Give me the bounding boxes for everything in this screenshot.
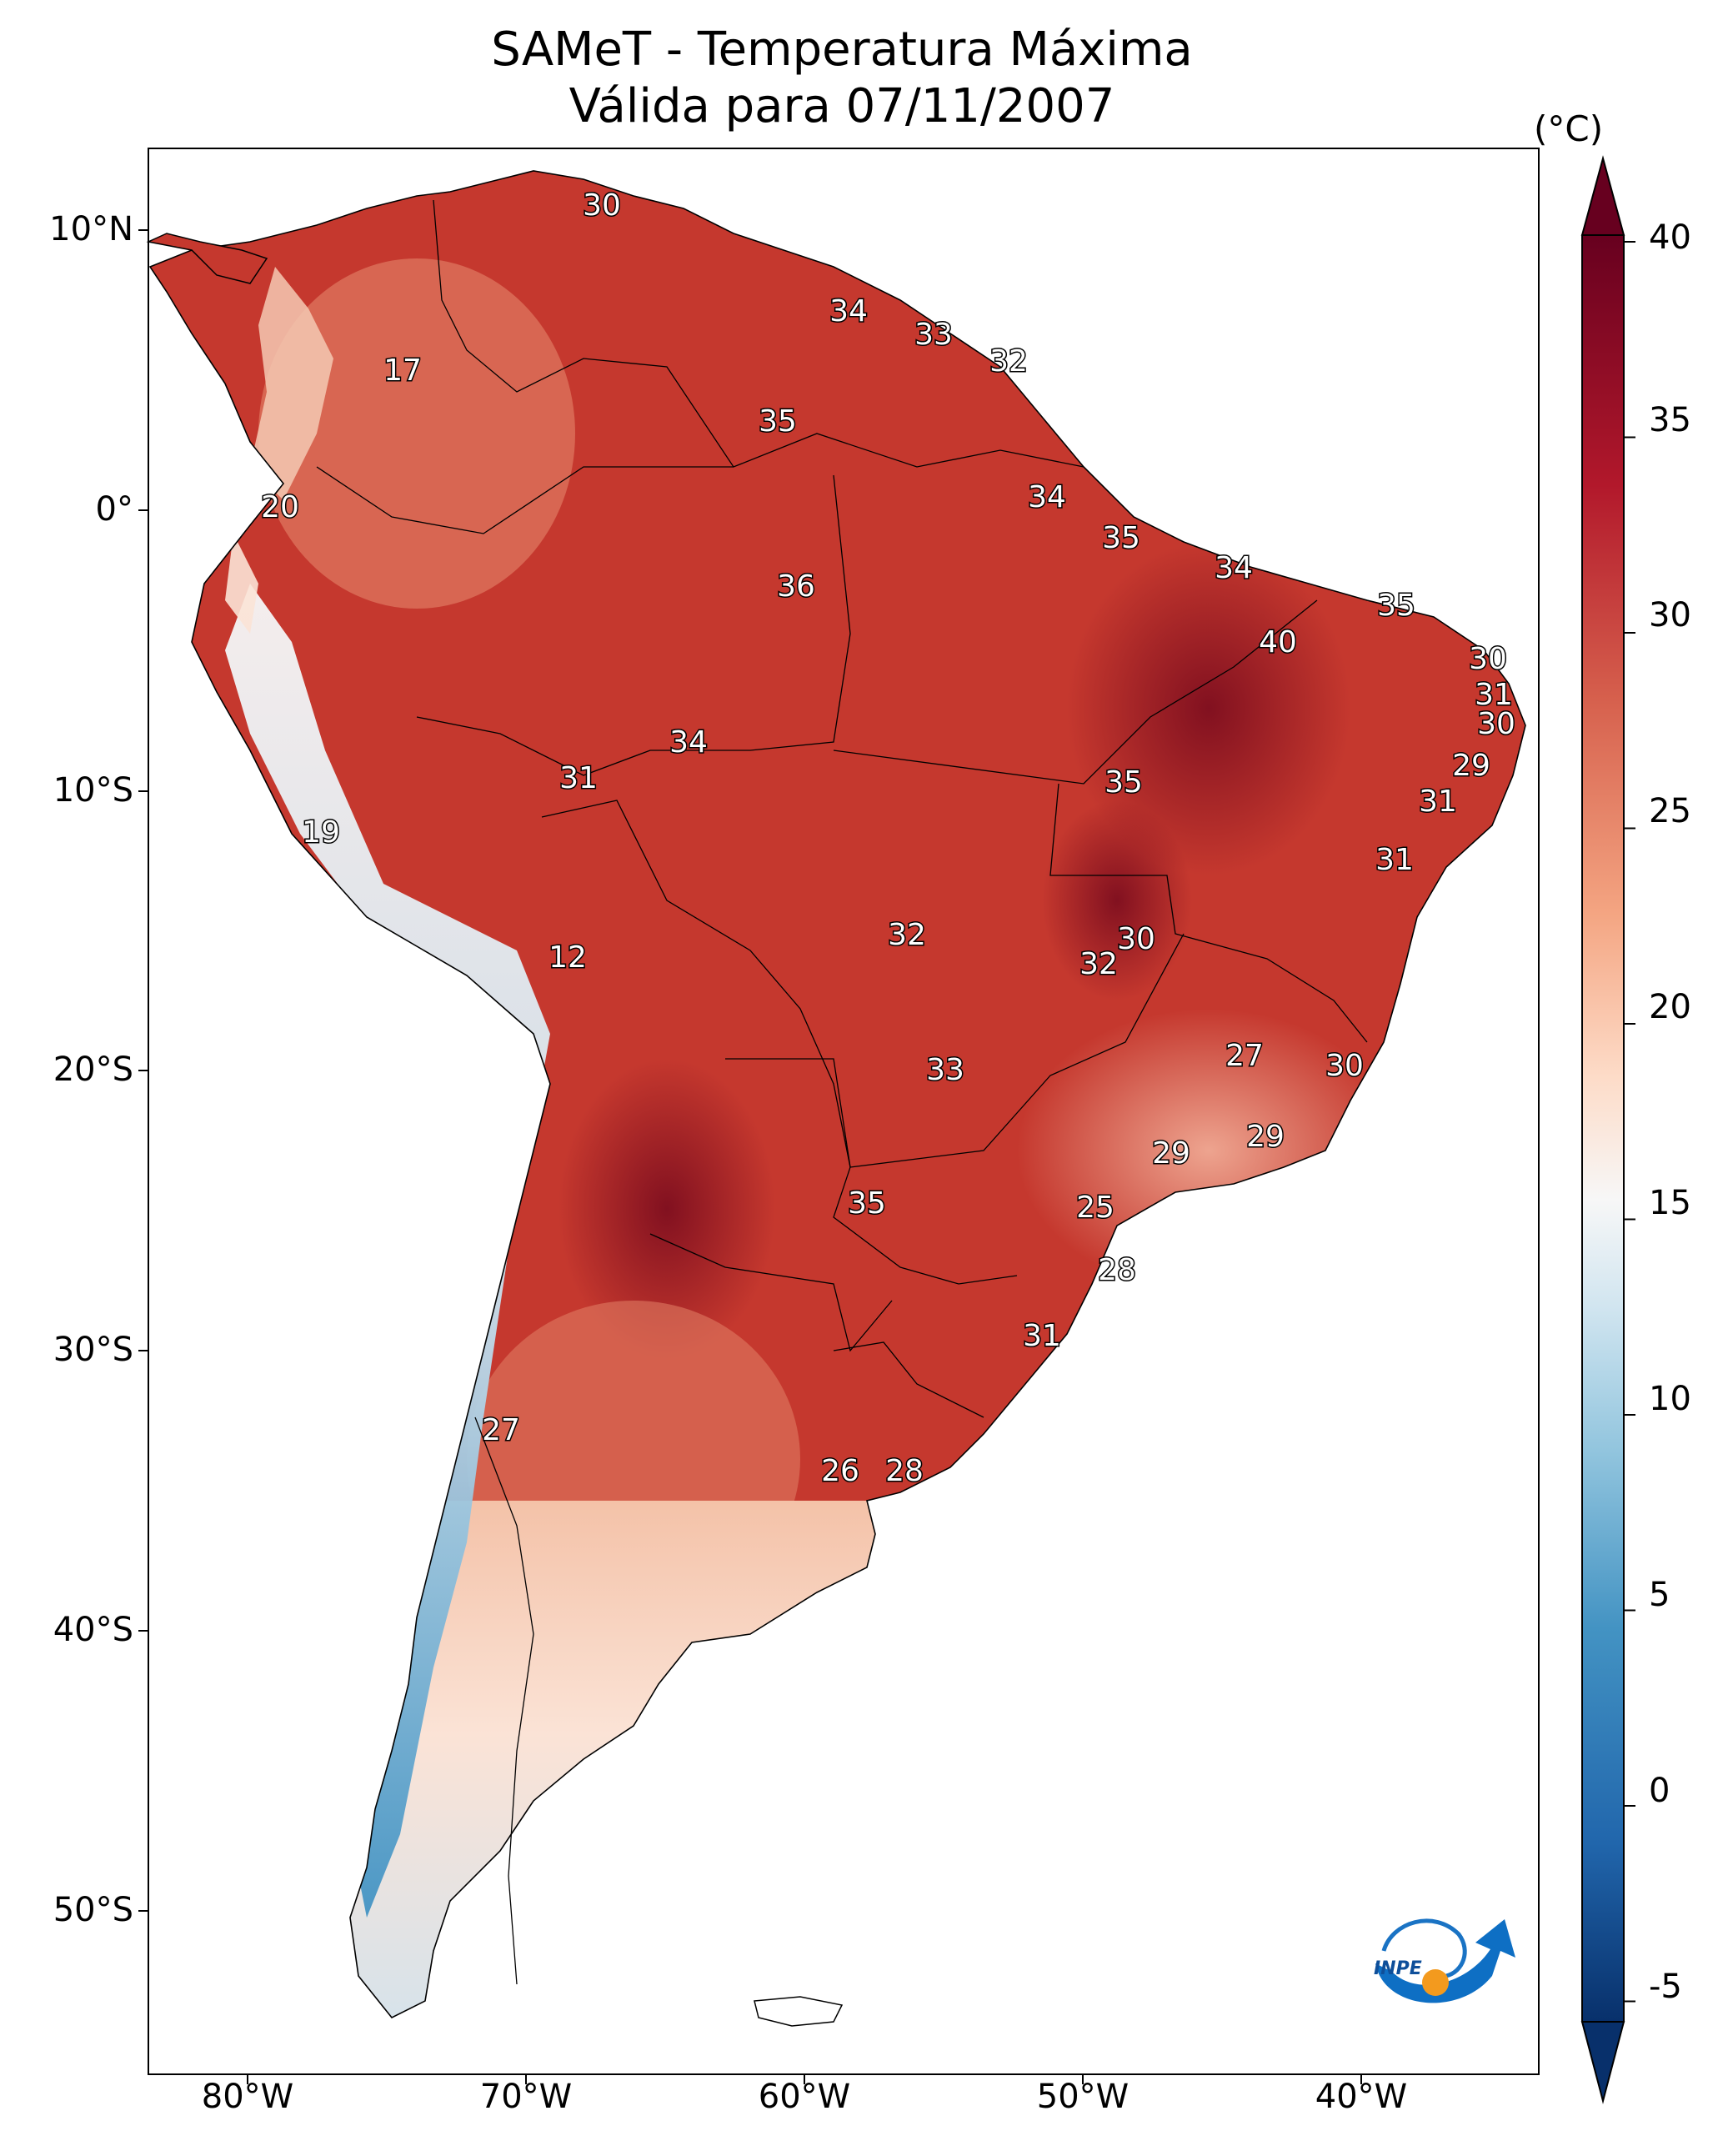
station-value-label: 29: [1246, 1120, 1285, 1154]
lon-label-70w: 70°W: [479, 2078, 573, 2116]
station-value-label: 20: [261, 490, 299, 524]
lon-label-80w: 80°W: [201, 2078, 294, 2116]
station-value-label: 35: [1104, 765, 1143, 800]
station-value-label: 25: [1076, 1191, 1114, 1225]
map-subtitle: Válida para 07/11/2007: [568, 79, 1115, 133]
station-value-label: 30: [1117, 922, 1155, 956]
station-value-label: 30: [1469, 642, 1507, 676]
colorbar-max-extend: [1580, 155, 1625, 236]
station-value-label: 31: [1375, 843, 1414, 877]
station-value-label: 30: [583, 188, 621, 223]
country-borders: [316, 199, 1368, 1985]
colorbar-tick-0: 0: [1649, 1772, 1670, 1810]
station-value-label: 34: [1215, 551, 1253, 585]
station-value-label: 17: [383, 353, 422, 388]
inpe-logo: INPE: [1374, 1918, 1515, 2003]
inpe-logo-text: INPE: [1374, 1958, 1422, 1979]
station-value-label: 28: [885, 1454, 924, 1488]
station-value-label: 35: [759, 404, 797, 439]
station-value-label: 30: [1477, 707, 1515, 741]
colorbar-tick-35: 35: [1649, 401, 1691, 439]
station-value-label: 31: [559, 761, 598, 795]
station-value-label: 32: [888, 918, 926, 952]
lon-label-60w: 60°W: [758, 2078, 851, 2116]
lat-label-30s: 30°S: [53, 1331, 133, 1369]
lon-label-50w: 50°W: [1036, 2078, 1129, 2116]
station-value-label: 27: [1225, 1039, 1264, 1073]
colorbar: [1580, 155, 1625, 2104]
station-value-label: 35: [1377, 589, 1415, 623]
station-value-label: 34: [1028, 480, 1066, 514]
station-value-label: 12: [548, 940, 587, 975]
colorbar-ticks: [1624, 241, 1635, 2003]
station-value-label: 19: [302, 815, 340, 850]
station-value-label: 31: [1023, 1319, 1061, 1353]
colorbar-tick-20: 20: [1649, 988, 1691, 1026]
central-america-land: [146, 233, 268, 284]
station-value-label: 40: [1259, 625, 1297, 659]
axis-ticks: [138, 229, 1362, 2084]
lat-label-40s: 40°S: [53, 1611, 133, 1649]
station-value-label: 32: [1079, 947, 1118, 981]
station-value-label: 36: [777, 569, 815, 604]
colorbar-tick-25: 25: [1649, 792, 1691, 830]
colorbar-tick-10: 10: [1649, 1380, 1691, 1418]
colorbar-min-extend: [1580, 2021, 1625, 2104]
colorbar-tick-30: 30: [1649, 596, 1691, 634]
station-value-label: 27: [482, 1413, 520, 1447]
colorbar-unit: (°C): [1534, 108, 1604, 149]
lat-label-50s: 50°S: [53, 1891, 133, 1929]
station-value-label: 29: [1452, 749, 1490, 783]
station-value-label: 33: [926, 1053, 964, 1087]
station-value-label: 28: [1098, 1253, 1136, 1287]
colorbar-tick-40: 40: [1649, 218, 1691, 257]
lat-label-10s: 10°S: [53, 771, 133, 810]
lat-label-10n: 10°N: [49, 210, 133, 248]
falkland-islands: [754, 1996, 844, 2027]
station-value-label: 32: [989, 344, 1028, 379]
station-value-label: 30: [1325, 1049, 1364, 1083]
station-value-label: 34: [829, 294, 868, 328]
colorbar-tick-15: 15: [1649, 1184, 1691, 1222]
lon-label-40w: 40°W: [1315, 2078, 1408, 2116]
station-value-label: 29: [1152, 1136, 1190, 1171]
colorbar-tick-5: 5: [1649, 1576, 1670, 1614]
map-title: SAMeT - Temperatura Máxima: [491, 23, 1193, 77]
station-value-label: 31: [1475, 678, 1513, 712]
station-value-label: 35: [1102, 521, 1140, 555]
station-value-label: 31: [1419, 785, 1457, 819]
lat-label-0: 0°: [95, 490, 133, 529]
station-value-label: 26: [821, 1454, 859, 1488]
station-value-label: 34: [669, 725, 708, 760]
lat-label-20s: 20°S: [53, 1050, 133, 1089]
station-value-label: 33: [914, 318, 953, 352]
station-value-label: 35: [848, 1186, 886, 1221]
colorbar-tick-m5: -5: [1649, 1968, 1682, 2006]
